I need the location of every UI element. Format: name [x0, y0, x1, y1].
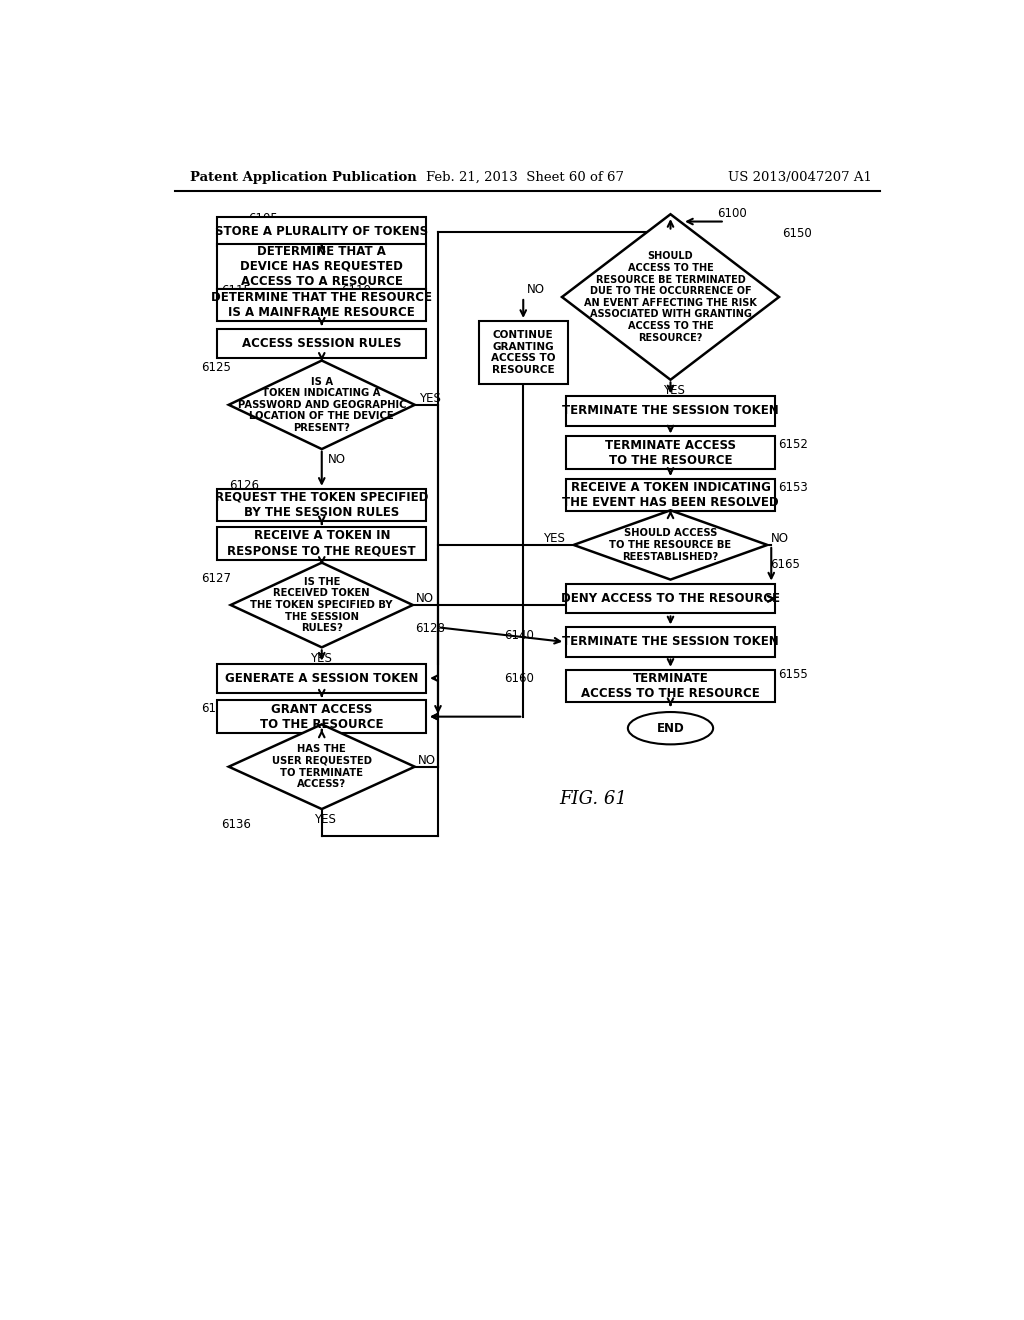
- Text: 6153: 6153: [778, 480, 808, 494]
- Text: 6115: 6115: [221, 284, 251, 297]
- Polygon shape: [230, 562, 413, 647]
- Text: HAS THE
USER REQUESTED
TO TERMINATE
ACCESS?: HAS THE USER REQUESTED TO TERMINATE ACCE…: [271, 744, 372, 789]
- Text: 6140: 6140: [504, 630, 534, 643]
- Polygon shape: [228, 725, 415, 809]
- Text: 6136: 6136: [221, 818, 251, 832]
- FancyBboxPatch shape: [217, 701, 426, 733]
- Text: DENY ACCESS TO THE RESOURCE: DENY ACCESS TO THE RESOURCE: [561, 593, 780, 606]
- FancyBboxPatch shape: [217, 329, 426, 358]
- Text: CONTINUE
GRANTING
ACCESS TO
RESOURCE: CONTINUE GRANTING ACCESS TO RESOURCE: [490, 330, 555, 375]
- Text: 6127: 6127: [202, 572, 231, 585]
- Text: 6100: 6100: [717, 207, 746, 220]
- Text: NO: NO: [770, 532, 788, 545]
- Text: Patent Application Publication: Patent Application Publication: [190, 172, 417, 185]
- Text: YES: YES: [663, 384, 685, 397]
- Text: 6130: 6130: [283, 664, 312, 677]
- Text: 6141: 6141: [500, 321, 530, 334]
- Text: 6152: 6152: [778, 438, 808, 451]
- FancyBboxPatch shape: [566, 669, 775, 702]
- Text: 6125: 6125: [202, 362, 231, 375]
- Text: YES: YES: [419, 392, 440, 405]
- FancyBboxPatch shape: [478, 321, 568, 384]
- Text: DETERMINE THAT THE RESOURCE
IS A MAINFRAME RESOURCE: DETERMINE THAT THE RESOURCE IS A MAINFRA…: [211, 290, 432, 318]
- Text: US 2013/0047207 A1: US 2013/0047207 A1: [728, 172, 872, 185]
- FancyBboxPatch shape: [566, 585, 775, 614]
- FancyBboxPatch shape: [217, 664, 426, 693]
- Text: YES: YES: [314, 813, 336, 826]
- FancyBboxPatch shape: [217, 527, 426, 560]
- FancyBboxPatch shape: [217, 488, 426, 521]
- FancyBboxPatch shape: [217, 244, 426, 289]
- Ellipse shape: [628, 711, 713, 744]
- FancyBboxPatch shape: [566, 479, 775, 511]
- Polygon shape: [228, 360, 415, 449]
- Text: REQUEST THE TOKEN SPECIFIED
BY THE SESSION RULES: REQUEST THE TOKEN SPECIFIED BY THE SESSI…: [215, 491, 428, 519]
- Text: 6126: 6126: [228, 479, 259, 492]
- Text: 6105: 6105: [248, 213, 278, 224]
- Text: RECEIVE A TOKEN IN
RESPONSE TO THE REQUEST: RECEIVE A TOKEN IN RESPONSE TO THE REQUE…: [227, 529, 416, 557]
- FancyBboxPatch shape: [566, 396, 775, 425]
- Text: NO: NO: [416, 593, 433, 606]
- Text: NO: NO: [527, 282, 545, 296]
- Text: 6160: 6160: [504, 672, 534, 685]
- Text: IS THE
RECEIVED TOKEN
THE TOKEN SPECIFIED BY
THE SESSION
RULES?: IS THE RECEIVED TOKEN THE TOKEN SPECIFIE…: [251, 577, 393, 634]
- Text: YES: YES: [543, 532, 564, 545]
- FancyBboxPatch shape: [566, 437, 775, 469]
- Text: TERMINATE
ACCESS TO THE RESOURCE: TERMINATE ACCESS TO THE RESOURCE: [582, 672, 760, 700]
- Text: IS A
TOKEN INDICATING A
PASSWORD AND GEOGRAPHIC
LOCATION OF THE DEVICE
PRESENT?: IS A TOKEN INDICATING A PASSWORD AND GEO…: [238, 376, 406, 433]
- Text: SHOULD
ACCESS TO THE
RESOURCE BE TERMINATED
DUE TO THE OCCURRENCE OF
AN EVENT AF: SHOULD ACCESS TO THE RESOURCE BE TERMINA…: [584, 251, 757, 343]
- Text: Feb. 21, 2013  Sheet 60 of 67: Feb. 21, 2013 Sheet 60 of 67: [426, 172, 624, 185]
- Text: TERMINATE THE SESSION TOKEN: TERMINATE THE SESSION TOKEN: [562, 404, 779, 417]
- Text: 6135: 6135: [202, 702, 231, 715]
- Text: DETERMINE THAT A
DEVICE HAS REQUESTED
ACCESS TO A RESOURCE: DETERMINE THAT A DEVICE HAS REQUESTED AC…: [241, 244, 403, 288]
- Text: SHOULD ACCESS
TO THE RESOURCE BE
REESTABLISHED?: SHOULD ACCESS TO THE RESOURCE BE REESTAB…: [609, 528, 731, 561]
- Text: 6128: 6128: [416, 622, 445, 635]
- Text: ACCESS SESSION RULES: ACCESS SESSION RULES: [242, 337, 401, 350]
- FancyBboxPatch shape: [217, 216, 426, 246]
- Text: 6165: 6165: [770, 557, 801, 570]
- Text: 6150: 6150: [782, 227, 812, 240]
- Text: 6110: 6110: [341, 284, 371, 297]
- FancyBboxPatch shape: [217, 289, 426, 321]
- Text: GENERATE A SESSION TOKEN: GENERATE A SESSION TOKEN: [225, 672, 419, 685]
- Text: NO: NO: [418, 754, 436, 767]
- Text: YES: YES: [310, 652, 332, 665]
- Text: GRANT ACCESS
TO THE RESOURCE: GRANT ACCESS TO THE RESOURCE: [260, 702, 384, 731]
- Text: END: END: [656, 722, 684, 735]
- Text: TERMINATE THE SESSION TOKEN: TERMINATE THE SESSION TOKEN: [562, 635, 779, 648]
- Text: NO: NO: [328, 453, 346, 466]
- Text: RECEIVE A TOKEN INDICATING
THE EVENT HAS BEEN RESOLVED: RECEIVE A TOKEN INDICATING THE EVENT HAS…: [562, 480, 779, 510]
- Polygon shape: [573, 511, 767, 579]
- Text: 6120: 6120: [341, 326, 371, 339]
- FancyBboxPatch shape: [566, 627, 775, 656]
- Text: 6155: 6155: [778, 668, 808, 681]
- Text: TERMINATE ACCESS
TO THE RESOURCE: TERMINATE ACCESS TO THE RESOURCE: [605, 438, 736, 466]
- Text: FIG. 61: FIG. 61: [559, 791, 627, 808]
- Text: 6151: 6151: [717, 397, 746, 409]
- Text: STORE A PLURALITY OF TOKENS: STORE A PLURALITY OF TOKENS: [215, 224, 428, 238]
- Polygon shape: [562, 214, 779, 380]
